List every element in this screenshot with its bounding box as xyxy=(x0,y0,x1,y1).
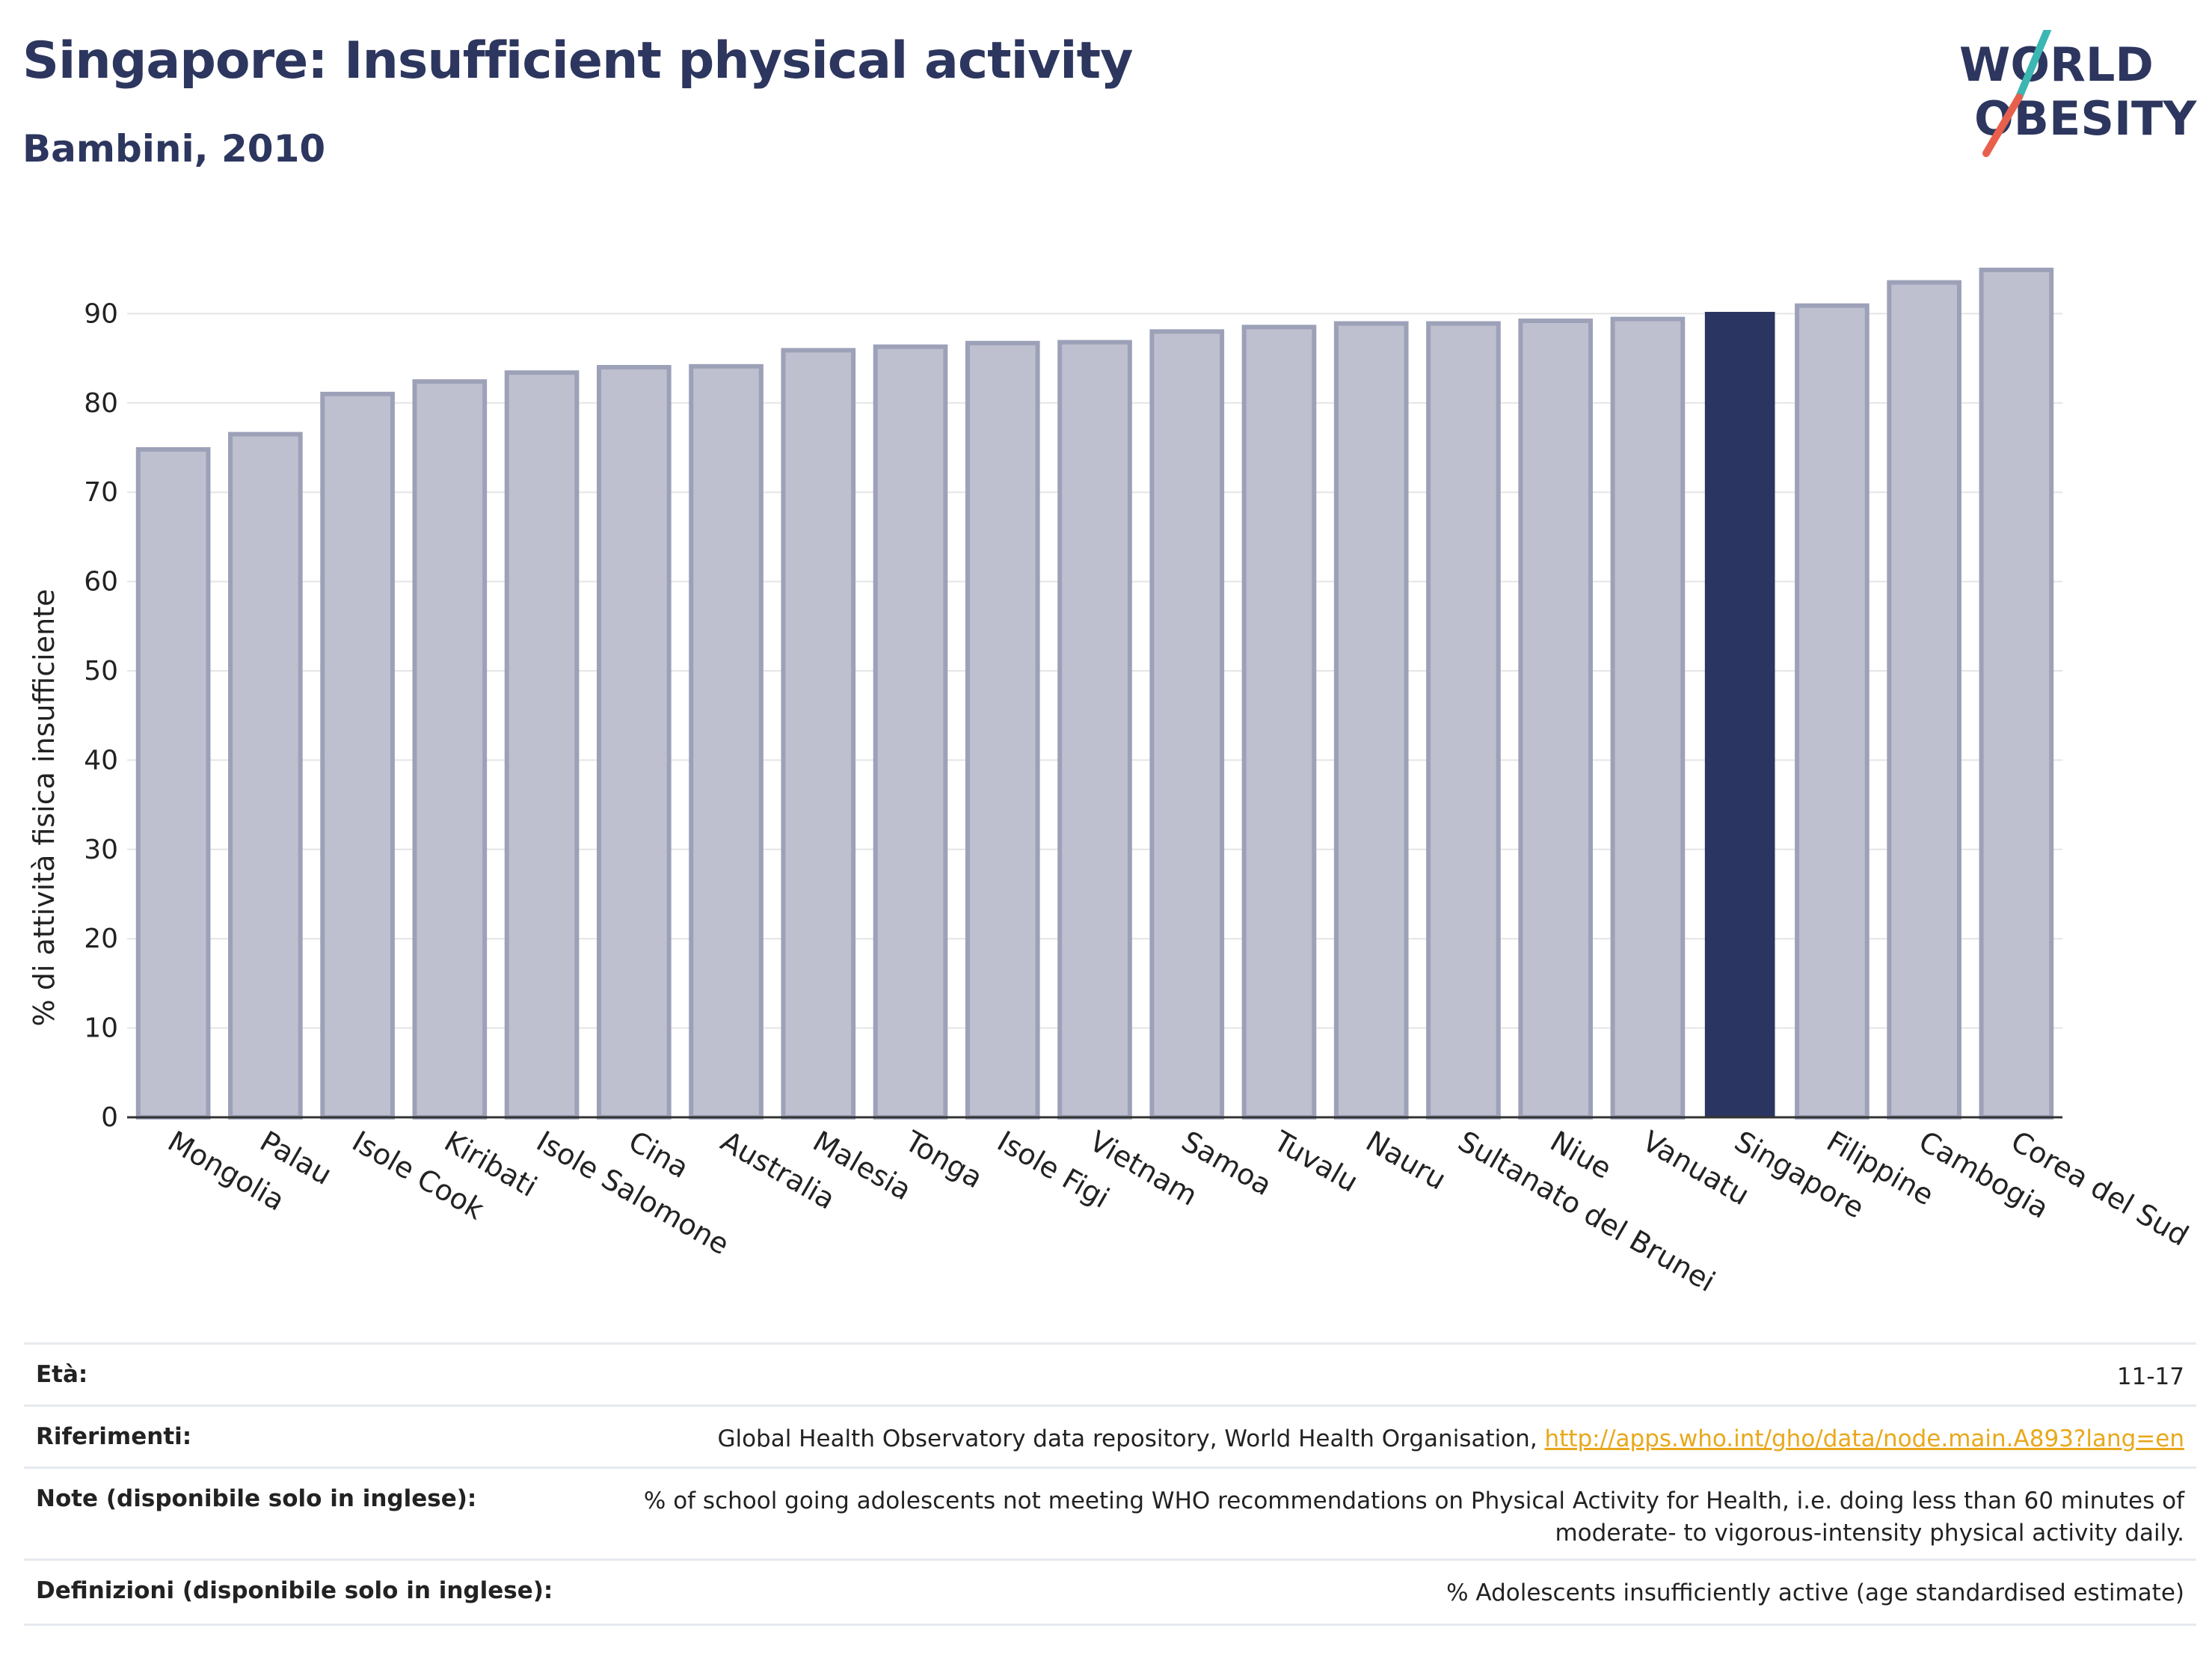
y-tick-label: 60 xyxy=(84,567,118,598)
reference-text: Global Health Observatory data repositor… xyxy=(717,1425,1537,1452)
bar-mongolia xyxy=(135,446,211,1120)
world-obesity-logo: WORLD OBESITY xyxy=(1959,30,2197,157)
y-tick-label: 10 xyxy=(84,1013,118,1044)
y-tick-label: 80 xyxy=(84,388,118,419)
bar-palau xyxy=(228,432,303,1120)
x-tick-label: Tuvalu xyxy=(1268,1124,1363,1199)
meta-key: Definizioni (disponibile solo in inglese… xyxy=(36,1577,553,1604)
bar-isole-figi xyxy=(965,340,1040,1120)
meta-value: % of school going adolescents not meetin… xyxy=(632,1469,2196,1559)
bar-isole-cook xyxy=(320,391,395,1120)
bar-australia xyxy=(689,363,764,1120)
logo-line1: WORLD xyxy=(1959,37,2154,92)
bar-corea-del-sud xyxy=(1979,267,2054,1120)
meta-value: 11-17 xyxy=(2116,1363,2184,1390)
logo-line2: OBESITY xyxy=(1974,91,2197,146)
bar-malesia xyxy=(781,348,856,1120)
page-subtitle: Bambini, 2010 xyxy=(22,127,326,171)
bar-samoa xyxy=(1149,329,1225,1120)
notes-line1: % of school going adolescents not meetin… xyxy=(643,1487,2184,1514)
meta-value: % Adolescents insufficiently active (age… xyxy=(1446,1579,2184,1606)
y-tick-label: 30 xyxy=(84,835,118,865)
bars xyxy=(135,267,2054,1120)
page-title: Singapore: Insufficient physical activit… xyxy=(22,31,1133,90)
bar-isole-salomone xyxy=(504,370,580,1120)
bar-tonga xyxy=(873,344,948,1120)
y-tick-label: 70 xyxy=(84,477,118,508)
meta-row-definitions: Definizioni (disponibile solo in inglese… xyxy=(24,1559,2196,1626)
meta-row-age: Età: 11-17 xyxy=(24,1342,2196,1404)
y-tick-label: 20 xyxy=(84,924,118,954)
meta-row-notes: Note (disponibile solo in inglese): % of… xyxy=(24,1467,2196,1559)
bar-tuvalu xyxy=(1241,325,1317,1120)
bar-nauru xyxy=(1333,321,1409,1120)
x-tick-label: Nauru xyxy=(1360,1125,1451,1197)
meta-row-references: Riferimenti: Global Health Observatory d… xyxy=(24,1404,2196,1467)
bar-sultanato-del-brunei xyxy=(1426,321,1501,1120)
meta-value: Global Health Observatory data repositor… xyxy=(705,1407,2196,1467)
meta-key: Note (disponibile solo in inglese): xyxy=(36,1485,477,1512)
reference-link[interactable]: http://apps.who.int/gho/data/node.main.A… xyxy=(1544,1425,2184,1452)
bar-singapore xyxy=(1704,312,1775,1118)
bar-vietnam xyxy=(1057,340,1132,1120)
metadata-table: Età: 11-17 Riferimenti: Global Health Ob… xyxy=(24,1342,2196,1626)
y-tick-label: 90 xyxy=(84,298,118,329)
bar-niue xyxy=(1518,318,1594,1120)
y-tick-label: 40 xyxy=(84,745,118,776)
bar-vanuatu xyxy=(1610,316,1686,1120)
y-tick-label: 0 xyxy=(101,1102,118,1133)
bar-filippine xyxy=(1795,303,1870,1120)
bar-cina xyxy=(596,365,672,1120)
y-axis-label: % di attività fisica insufficiente xyxy=(28,589,61,1027)
meta-key: Riferimenti: xyxy=(36,1423,192,1450)
notes-line2: moderate- to vigorous-intensity physical… xyxy=(1555,1520,2184,1547)
meta-key: Età: xyxy=(36,1361,88,1388)
bar-cambogia xyxy=(1887,280,1961,1120)
y-tick-label: 50 xyxy=(84,656,118,687)
bar-kiribati xyxy=(412,379,488,1120)
